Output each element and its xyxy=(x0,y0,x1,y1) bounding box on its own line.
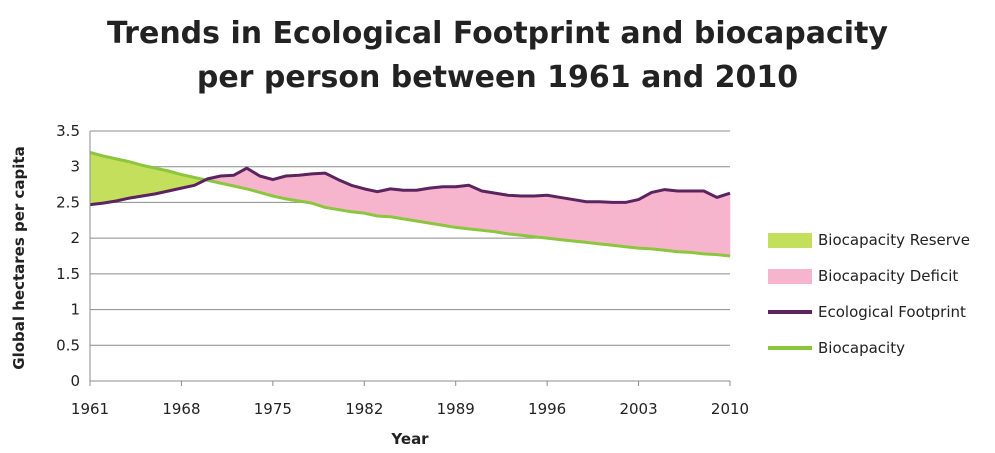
legend-swatch-biocapacity xyxy=(768,346,812,350)
biocapacity-line xyxy=(89,150,731,258)
deficit-area-segment xyxy=(586,201,600,245)
legend-label-biocapacity: Biocapacity xyxy=(818,339,905,357)
legend-swatch-reserve xyxy=(768,232,812,248)
deficit-area-segment xyxy=(533,194,548,239)
reserve-area-segment xyxy=(128,161,143,199)
deficit-area-segment xyxy=(559,197,574,242)
deficit-area-segment xyxy=(638,191,652,250)
y-tick-label: 2.5 xyxy=(56,193,80,211)
legend-label-reserve: Biocapacity Reserve xyxy=(818,231,971,249)
y-tick-label: 3.5 xyxy=(56,122,80,140)
chart-title-line-2: per person between 1961 and 2010 xyxy=(196,60,799,95)
y-tick-label: 1.5 xyxy=(56,265,80,283)
deficit-area-segment xyxy=(442,186,457,228)
deficit-area-segment xyxy=(651,189,665,251)
deficit-area-segment xyxy=(664,189,679,253)
deficit-area-segment xyxy=(690,190,705,255)
deficit-area-segment xyxy=(403,189,417,222)
x-tick-label: 1961 xyxy=(71,400,109,418)
deficit-area-segment xyxy=(612,202,626,248)
area-fills xyxy=(89,152,731,257)
x-tick-label: 1982 xyxy=(345,400,383,418)
deficit-area-segment xyxy=(494,192,509,235)
legend-item-reserve: Biocapacity Reserve xyxy=(768,222,993,258)
deficit-area-segment xyxy=(507,194,522,236)
ecological-footprint-line xyxy=(89,166,731,207)
legend-swatch-footprint xyxy=(768,310,812,314)
deficit-area-segment xyxy=(416,187,430,224)
chart-title-line-1: Trends in Ecological Footprint and bioca… xyxy=(107,16,888,51)
legend-label-deficit: Biocapacity Deficit xyxy=(818,267,959,285)
deficit-area-segment xyxy=(572,199,587,243)
deficit-area-segment xyxy=(363,188,378,217)
deficit-area-segment xyxy=(677,190,692,253)
x-tick-label: 2010 xyxy=(711,400,749,418)
x-axis-title: Year xyxy=(390,430,429,448)
x-tick-label: 1996 xyxy=(528,400,566,418)
reserve-area-segment xyxy=(102,155,117,204)
x-tick-label: 1975 xyxy=(254,400,292,418)
x-tick-label: 1989 xyxy=(437,400,475,418)
legend-item-biocapacity: Biocapacity xyxy=(768,330,993,366)
legend-item-deficit: Biocapacity Deficit xyxy=(768,258,993,294)
y-tick-label: 3 xyxy=(70,158,80,176)
x-tick-label: 1968 xyxy=(162,400,200,418)
deficit-area-segment xyxy=(716,192,731,257)
deficit-area-segment xyxy=(429,186,443,226)
y-tick-label: 0 xyxy=(70,372,80,390)
deficit-area-segment xyxy=(625,199,639,249)
x-tick-label: 2003 xyxy=(619,400,657,418)
deficit-area-segment xyxy=(455,184,470,230)
reserve-area-segment xyxy=(115,158,130,202)
legend-swatch-deficit xyxy=(768,268,812,284)
reserve-area-segment xyxy=(141,164,156,197)
deficit-area-segment xyxy=(703,190,718,255)
deficit-area-segment xyxy=(390,188,404,220)
legend-label-footprint: Ecological Footprint xyxy=(818,303,966,321)
chart-title: Trends in Ecological Footprint and bioca… xyxy=(0,12,995,100)
axes xyxy=(89,131,731,386)
legend-item-footprint: Ecological Footprint xyxy=(768,294,993,330)
deficit-area-segment xyxy=(599,201,613,246)
legend: Biocapacity Reserve Biocapacity Deficit … xyxy=(768,222,993,366)
deficit-area-segment xyxy=(468,184,483,231)
y-tick-label: 2 xyxy=(70,229,80,247)
deficit-area-segment xyxy=(285,174,300,202)
deficit-area-segment xyxy=(377,188,391,218)
deficit-area-segment xyxy=(298,173,313,204)
reserve-area-segment xyxy=(89,152,104,205)
deficit-area-segment xyxy=(546,194,561,240)
series-lines xyxy=(89,150,731,258)
deficit-area-segment xyxy=(481,190,496,233)
deficit-area-segment xyxy=(520,195,535,238)
y-tick-label: 0.5 xyxy=(56,336,80,354)
y-tick-label: 1 xyxy=(70,301,80,319)
y-axis-title: Global hectares per capita xyxy=(10,146,28,369)
tick-labels: 0 0.5 1 1.5 2 2.5 3 3.5 1961 1968 1975 1982 1989 1996… xyxy=(56,122,749,418)
